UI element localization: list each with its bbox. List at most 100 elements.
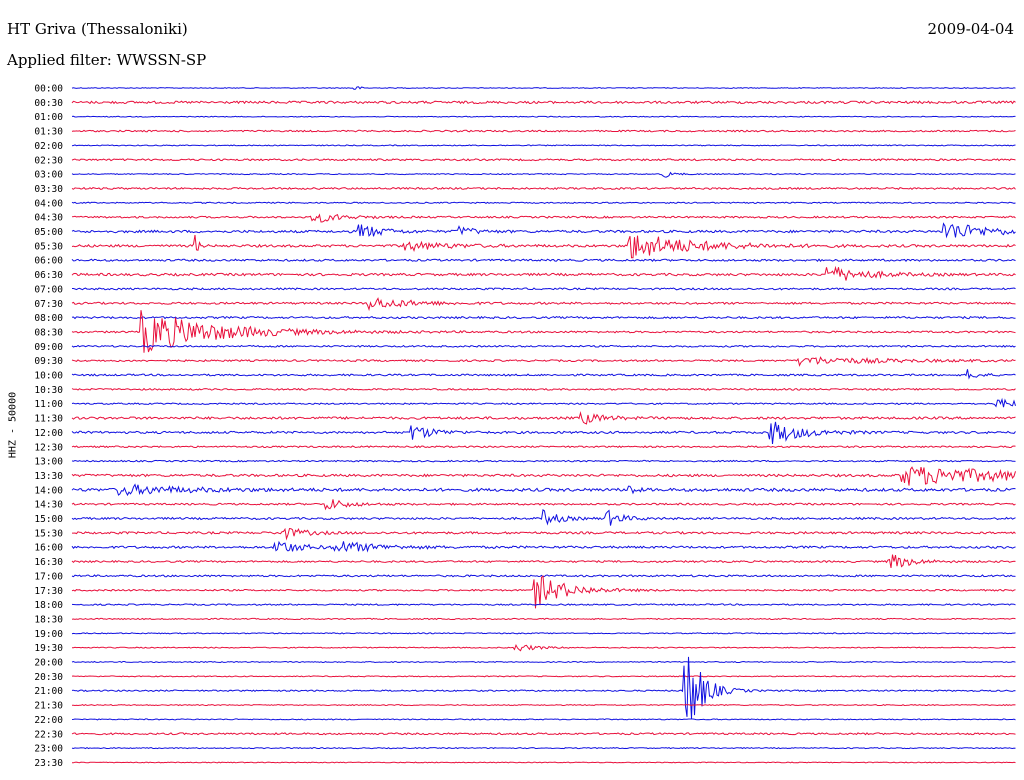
trace-line [71, 459, 1016, 463]
trace-line [71, 129, 1016, 133]
trace-line [71, 411, 1016, 425]
y-tick-label: 07:00 [34, 284, 63, 295]
y-tick-label: 11:00 [34, 399, 63, 410]
trace-line [71, 660, 1016, 664]
y-tick-label: 18:30 [34, 614, 63, 625]
trace-line [72, 704, 1016, 707]
trace-line [71, 387, 1016, 391]
trace-line [71, 617, 1016, 621]
y-tick-label: 03:00 [34, 170, 63, 181]
y-tick-label: 17:30 [34, 586, 63, 597]
date-label: 2009-04-04 [927, 20, 1014, 38]
y-tick-label: 05:30 [34, 241, 63, 252]
trace-line [71, 234, 1016, 259]
trace-line [71, 632, 1016, 635]
trace-line [71, 643, 1016, 652]
y-tick-label: 03:30 [34, 184, 63, 195]
y-tick-label: 21:30 [34, 701, 63, 712]
trace-line [71, 656, 1016, 719]
y-tick-label: 09:30 [34, 356, 63, 367]
trace-line [71, 201, 1016, 205]
y-tick-label: 06:30 [34, 270, 63, 281]
trace-line [71, 746, 1016, 750]
trace-line [71, 213, 1016, 223]
y-tick-label: 09:00 [34, 342, 63, 353]
trace-line [71, 603, 1016, 606]
y-tick-label: 23:30 [34, 758, 63, 769]
trace-line [71, 499, 1016, 511]
y-tick-label: 22:00 [34, 715, 63, 726]
y-tick-label: 12:30 [34, 442, 63, 453]
y-tick-label: 14:00 [34, 485, 63, 496]
trace-line [71, 297, 1016, 312]
trace-line [71, 310, 1016, 353]
trace-line [72, 527, 1016, 541]
trace-line [72, 761, 1016, 764]
trace-line [71, 344, 1016, 348]
y-tick-label: 11:30 [34, 414, 63, 425]
y-tick-label: 17:00 [34, 571, 63, 582]
y-tick-label: 05:00 [34, 227, 63, 238]
station-title: HT Griva (Thessaloniki) [7, 20, 188, 38]
trace-line [71, 397, 1016, 408]
trace-line [71, 356, 1016, 367]
y-tick-label: 08:30 [34, 327, 63, 338]
trace-line [71, 509, 1016, 526]
trace-line [71, 718, 1016, 721]
trace-line [71, 466, 1016, 486]
trace-line [71, 315, 1016, 320]
trace-line [71, 554, 1016, 568]
y-tick-label: 19:00 [34, 629, 63, 640]
y-tick-label: 18:00 [34, 600, 63, 611]
y-tick-label: 12:00 [34, 428, 63, 439]
y-tick-label: 07:30 [34, 299, 63, 310]
y-tick-label: 20:30 [34, 672, 63, 683]
trace-line [71, 115, 1016, 118]
trace-line [71, 540, 1016, 553]
y-tick-label: 10:00 [34, 371, 63, 382]
y-tick-label: 00:30 [34, 98, 63, 109]
trace-line [71, 732, 1016, 736]
y-tick-label: 01:30 [34, 127, 63, 138]
trace-line [71, 575, 1016, 609]
trace-line [71, 445, 1016, 449]
trace-line [71, 171, 1016, 178]
y-tick-label: 01:00 [34, 112, 63, 123]
trace-line [71, 574, 1016, 578]
y-tick-label: 16:30 [34, 557, 63, 568]
y-tick-label: 23:00 [34, 744, 63, 755]
y-tick-label: 04:30 [34, 213, 63, 224]
trace-line [71, 675, 1016, 678]
y-tick-label: 08:00 [34, 313, 63, 324]
trace-line [71, 265, 1016, 281]
trace-line [71, 222, 1016, 239]
trace-line [71, 421, 1016, 445]
trace-line [71, 186, 1016, 191]
y-tick-label: 21:00 [34, 686, 63, 697]
trace-line [72, 287, 1016, 291]
y-tick-label: 10:30 [34, 385, 63, 396]
y-tick-label: 16:00 [34, 543, 63, 554]
trace-line [71, 86, 1016, 90]
trace-line [71, 483, 1016, 497]
y-tick-label: 15:30 [34, 528, 63, 539]
y-tick-label: 13:00 [34, 457, 63, 468]
y-tick-label: 04:00 [34, 198, 63, 209]
y-tick-label: 00:00 [34, 84, 63, 95]
y-tick-label: 20:00 [34, 658, 63, 669]
trace-line [71, 100, 1016, 105]
trace-line [71, 258, 1016, 262]
y-tick-label: 02:30 [34, 155, 63, 166]
y-tick-label: 13:30 [34, 471, 63, 482]
y-tick-label: 06:00 [34, 256, 63, 267]
trace-line [71, 369, 1016, 380]
y-tick-label: 19:30 [34, 643, 63, 654]
trace-line [71, 158, 1016, 162]
y-tick-label: 22:30 [34, 729, 63, 740]
filter-label: Applied filter: WWSSN-SP [7, 51, 207, 69]
y-tick-label: 14:30 [34, 500, 63, 511]
y-tick-label: 02:00 [34, 141, 63, 152]
y-tick-label: 15:00 [34, 514, 63, 525]
